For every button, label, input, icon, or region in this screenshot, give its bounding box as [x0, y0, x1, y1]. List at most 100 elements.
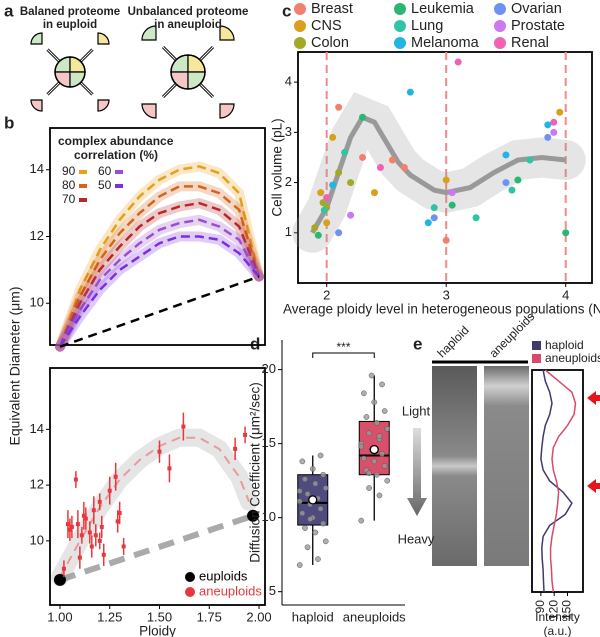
x-tick-label: 4	[562, 287, 569, 302]
y-axis-label: Equivalent Diameter (μm)	[7, 286, 23, 445]
gel-lane	[484, 366, 529, 566]
x-axis-label: Ploidy	[139, 624, 176, 637]
point	[181, 424, 186, 429]
point	[77, 555, 82, 560]
y-tick-label: 10	[262, 509, 276, 524]
point	[384, 477, 391, 484]
point	[61, 566, 66, 571]
connector	[199, 83, 214, 98]
y-tick-label: 12	[30, 477, 44, 492]
legend-label: Renal	[511, 35, 549, 51]
point	[544, 133, 552, 141]
point	[304, 491, 311, 497]
point	[388, 156, 396, 164]
legend-label: CNS	[311, 18, 342, 34]
point	[299, 458, 306, 465]
point	[400, 164, 408, 171]
point	[376, 433, 383, 440]
point	[335, 229, 343, 237]
satellite	[141, 103, 157, 119]
y-tick-label: 10	[30, 532, 44, 547]
point	[53, 573, 66, 586]
point	[550, 118, 558, 126]
legend-dot	[394, 20, 406, 32]
legend-label: Ovarian	[511, 1, 562, 17]
point	[376, 164, 384, 171]
point	[319, 199, 327, 207]
point	[304, 544, 311, 551]
point	[556, 108, 564, 116]
point	[113, 474, 118, 479]
point	[562, 229, 570, 237]
mean	[308, 495, 318, 505]
point	[448, 189, 456, 197]
point	[233, 446, 238, 451]
legend-label: 60	[98, 164, 112, 178]
baseline	[59, 275, 260, 348]
point	[406, 88, 414, 96]
y-axis-label: Diffusion Coefficient (μm²/sec)	[248, 382, 263, 563]
point	[430, 204, 438, 212]
point	[91, 508, 96, 513]
legend-label: haploid	[545, 338, 584, 352]
connector	[199, 46, 214, 61]
point	[296, 562, 303, 568]
confidence-band	[51, 428, 259, 587]
point	[93, 533, 98, 538]
x-axis-label: (a.u.)	[543, 624, 571, 637]
connector	[80, 49, 93, 62]
mean	[369, 444, 379, 455]
point	[376, 492, 383, 499]
point	[379, 381, 385, 388]
y-tick-label: 14	[30, 161, 44, 176]
point	[366, 430, 372, 437]
point	[299, 510, 306, 517]
point	[359, 113, 367, 121]
x-axis-label: Average ploidy level in heterogeneous po…	[283, 302, 600, 317]
connector	[162, 83, 177, 98]
legend-swatch	[532, 354, 541, 363]
point	[472, 214, 480, 222]
satellite	[97, 99, 110, 112]
point	[454, 58, 462, 66]
legend-label: Leukemia	[411, 1, 475, 17]
significance: ***	[336, 340, 350, 354]
satellite	[30, 99, 43, 112]
legend-dot	[294, 20, 306, 32]
point	[361, 390, 367, 397]
point	[371, 458, 378, 465]
point	[115, 519, 120, 524]
connector	[47, 49, 60, 62]
x-tick-label: 120	[546, 600, 560, 620]
legend-label: euploids	[199, 568, 248, 583]
point	[514, 176, 522, 184]
legend-label: Colon	[311, 35, 349, 51]
panel-label: c	[282, 1, 291, 20]
intensity-line	[540, 369, 573, 593]
legend-title: complex abundance	[58, 134, 174, 148]
point	[317, 505, 324, 512]
caption: Unbalanced proteome	[128, 6, 249, 18]
gradient-arrow	[407, 428, 427, 516]
x-tick-label: 1.00	[47, 609, 72, 624]
y-tick-label: 20	[262, 361, 276, 376]
legend-label: Melanoma	[411, 35, 480, 51]
legend-label: Breast	[311, 1, 353, 17]
significance-bracket	[312, 352, 375, 358]
intensity-line	[544, 369, 577, 593]
caption: in aneuploid	[154, 19, 222, 31]
point	[307, 516, 313, 522]
point	[358, 517, 365, 524]
point	[335, 103, 343, 111]
plot-frame	[531, 369, 584, 593]
point	[379, 451, 385, 457]
point	[314, 231, 322, 239]
point	[320, 520, 326, 527]
y-tick-label: 15	[262, 435, 276, 450]
point	[442, 236, 450, 244]
point	[502, 179, 510, 187]
point	[384, 425, 391, 432]
point	[370, 189, 378, 197]
x-tick-label: 2.00	[246, 609, 271, 624]
point	[329, 181, 337, 189]
